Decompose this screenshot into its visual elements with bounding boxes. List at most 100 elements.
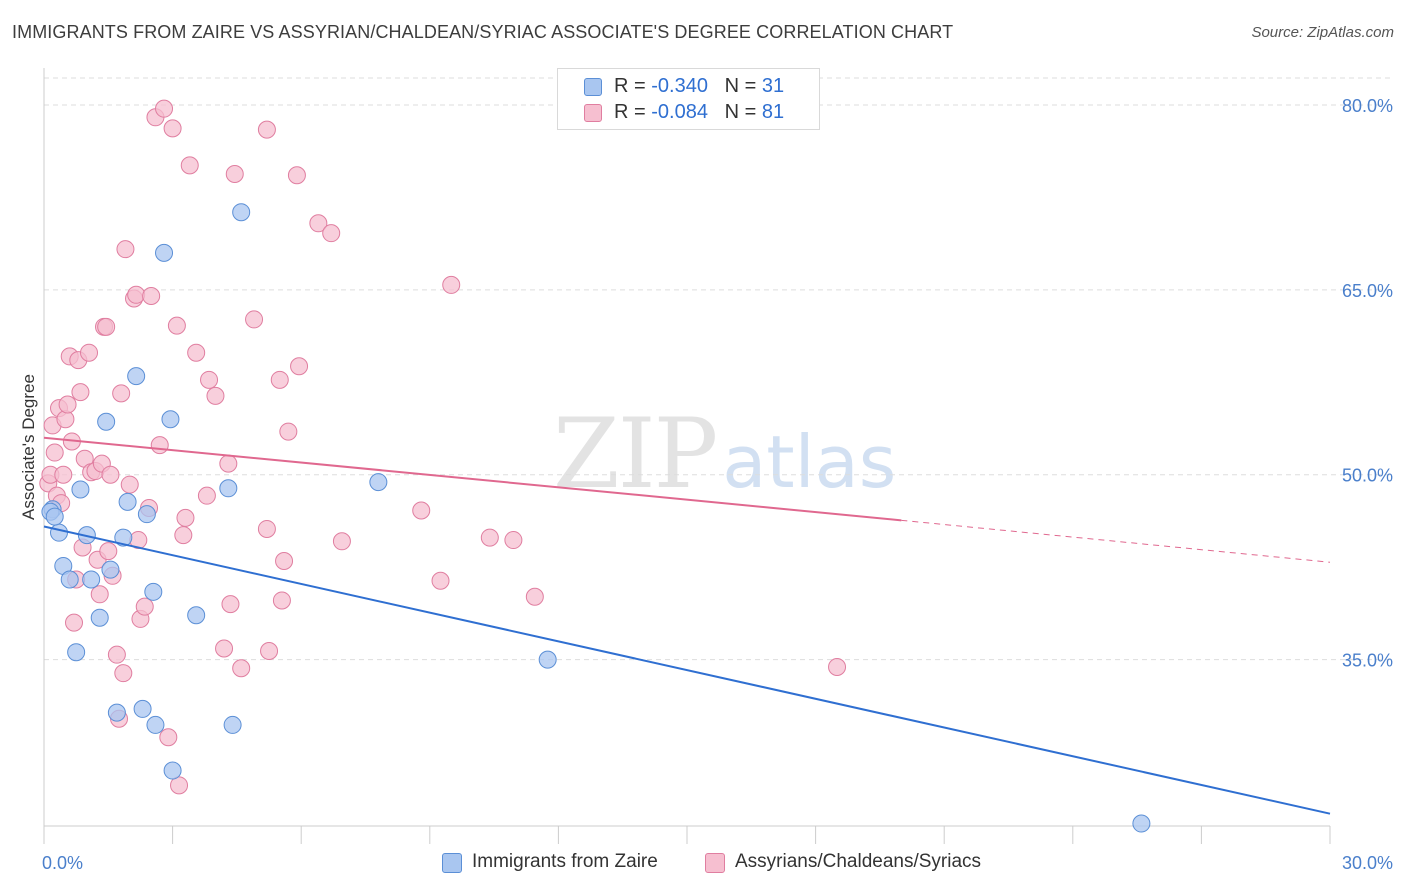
zaire-point xyxy=(97,412,116,431)
assyrian-trend-extension xyxy=(901,519,1331,563)
y-tick-label: 50.0% xyxy=(1342,466,1393,486)
n-label: N = xyxy=(724,75,757,97)
zaire-point xyxy=(60,570,79,589)
zaire-point xyxy=(369,473,388,492)
assyrian-point xyxy=(200,370,219,389)
bottom-legend-label: Assyrians/Chaldeans/Syriacs xyxy=(735,851,982,872)
assyrian-point xyxy=(480,528,499,547)
zaire-point xyxy=(161,410,180,429)
assyrian-point xyxy=(290,357,309,376)
zaire-point xyxy=(219,479,238,498)
zaire-point xyxy=(50,523,69,542)
x-tick-label: 30.0% xyxy=(1342,853,1393,873)
r-label: R = xyxy=(614,101,646,123)
zaire-point xyxy=(114,528,133,547)
zaire-point xyxy=(101,560,120,579)
legend-swatch-pink xyxy=(584,104,602,122)
assyrian-point xyxy=(97,317,116,336)
assyrian-point xyxy=(58,395,77,414)
assyrian-point xyxy=(245,310,264,329)
assyrian-trend-line xyxy=(43,436,902,522)
assyrian-point xyxy=(90,585,109,604)
assyrian-point xyxy=(167,316,186,335)
n-value: 31 xyxy=(761,75,785,97)
assyrian-point xyxy=(135,597,154,616)
r-value: -0.084 xyxy=(651,101,708,123)
chart-title: IMMIGRANTS FROM ZAIRE VS ASSYRIAN/CHALDE… xyxy=(12,22,954,42)
zaire-point xyxy=(45,507,64,526)
assyrian-point xyxy=(159,728,178,747)
assyrian-point xyxy=(257,120,276,139)
assyrian-point xyxy=(275,552,294,571)
zaire-point xyxy=(146,715,165,734)
assyrian-point xyxy=(232,659,251,678)
zaire-trend-line xyxy=(43,525,1331,815)
assyrian-point xyxy=(431,571,450,590)
y-tick-label: 35.0% xyxy=(1342,651,1393,671)
assyrian-point xyxy=(180,156,199,175)
assyrian-point xyxy=(504,531,523,550)
assyrian-point xyxy=(442,275,461,294)
assyrian-point xyxy=(287,166,306,185)
stats-legend: R = -0.340 N = 31 R = -0.084 N = 81 xyxy=(557,68,820,130)
zaire-point xyxy=(187,606,206,625)
assyrian-point xyxy=(99,542,118,561)
x-tick-label: 0.0% xyxy=(42,853,83,873)
assyrian-point xyxy=(332,532,351,551)
y-tick-label: 65.0% xyxy=(1342,281,1393,301)
assyrian-point xyxy=(107,645,126,664)
assyrian-point xyxy=(127,285,146,304)
zaire-point xyxy=(67,643,86,662)
assyrian-point xyxy=(65,613,84,632)
zaire-point xyxy=(137,505,156,524)
zaire-point xyxy=(90,608,109,627)
assyrian-point xyxy=(412,501,431,520)
assyrian-point xyxy=(114,664,133,683)
assyrian-point xyxy=(112,384,131,403)
zaire-point xyxy=(71,480,90,499)
zaire-point xyxy=(232,203,251,222)
assyrian-point xyxy=(101,465,120,484)
assyrian-point xyxy=(270,370,289,389)
assyrian-point xyxy=(260,641,279,660)
watermark: ZIPatlas xyxy=(553,398,896,510)
assyrian-point xyxy=(142,287,161,306)
zaire-point xyxy=(144,582,163,601)
zaire-point xyxy=(223,715,242,734)
assyrian-point xyxy=(257,519,276,538)
assyrian-point xyxy=(116,240,135,259)
assyrian-point xyxy=(272,591,291,610)
assyrian-point xyxy=(187,343,206,362)
zaire-point xyxy=(155,243,174,262)
assyrian-point xyxy=(176,508,195,527)
legend-swatch-blue xyxy=(584,78,602,96)
assyrian-point xyxy=(54,465,73,484)
zaire-point xyxy=(127,367,146,386)
assyrian-point xyxy=(163,119,182,138)
assyrian-point xyxy=(206,386,225,405)
assyrian-point xyxy=(309,214,328,233)
r-label: R = xyxy=(614,75,646,97)
assyrian-point xyxy=(80,343,99,362)
zaire-point xyxy=(82,570,101,589)
source-label: Source: ZipAtlas.com xyxy=(1251,24,1394,41)
bottom-legend-label: Immigrants from Zaire xyxy=(472,851,658,872)
assyrian-point xyxy=(525,587,544,606)
r-value: -0.340 xyxy=(651,75,708,97)
assyrian-point xyxy=(322,224,341,243)
zaire-point xyxy=(107,703,126,722)
bottom-legend-swatch-pink xyxy=(705,853,725,873)
y-axis-label: Associate's Degree xyxy=(19,374,38,520)
assyrian-point xyxy=(828,658,847,677)
assyrian-point xyxy=(150,436,169,455)
bottom-legend-swatch-blue xyxy=(442,853,462,873)
watermark-atlas: atlas xyxy=(722,420,897,504)
assyrian-point xyxy=(174,526,193,545)
zaire-point xyxy=(133,699,152,718)
n-value: 81 xyxy=(761,101,785,123)
stats-legend-text-zaire: R = -0.340 N = 31 xyxy=(614,75,784,98)
zaire-point xyxy=(118,492,137,511)
zaire-point xyxy=(1132,814,1151,833)
assyrian-point xyxy=(219,454,238,473)
